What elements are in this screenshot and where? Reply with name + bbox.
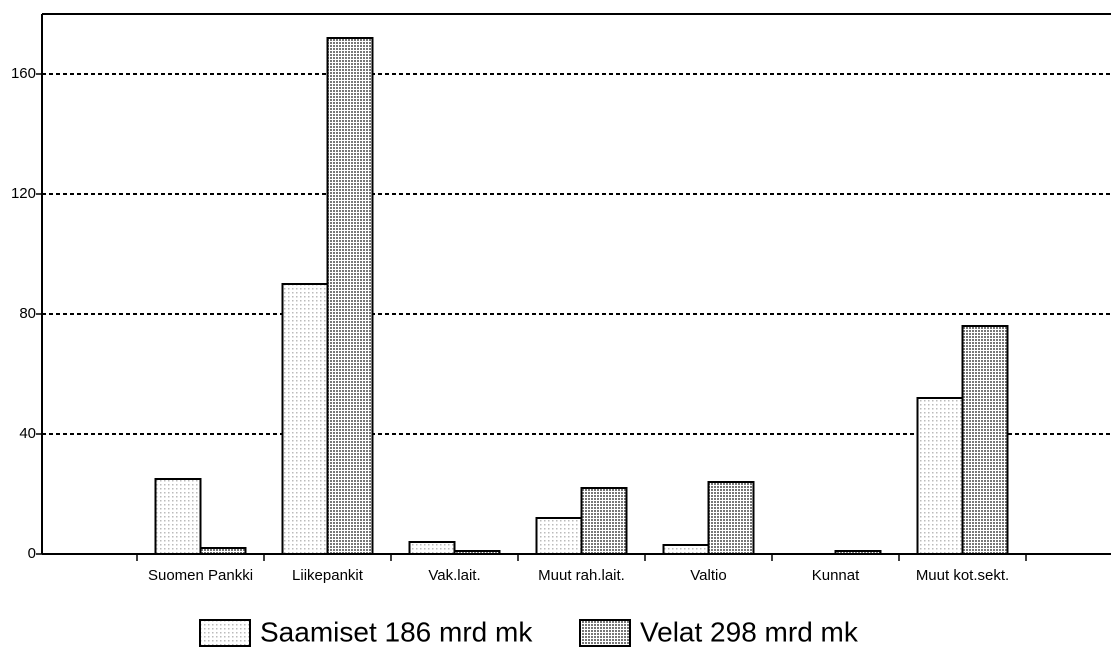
bar (281, 283, 329, 555)
y-tick-label: 80 (19, 305, 36, 322)
y-tick-label: 0 (28, 545, 36, 562)
bar (580, 487, 628, 555)
bar (834, 550, 882, 555)
bar (199, 547, 247, 555)
bar (535, 517, 583, 555)
y-tick-label: 160 (11, 65, 36, 82)
x-tick-label: Muut rah.lait. (538, 567, 625, 584)
bar (453, 550, 501, 555)
x-tick-label: Muut kot.sekt. (916, 567, 1009, 584)
legend-swatch (579, 619, 631, 647)
x-tick-label: Valtio (690, 567, 726, 584)
bar (326, 37, 374, 555)
legend-label: Velat 298 mrd mk (640, 616, 859, 647)
x-tick-label: Vak.lait. (428, 567, 480, 584)
bar (916, 397, 964, 555)
x-tick-label: Liikepankit (292, 567, 364, 584)
bar (154, 478, 202, 555)
x-tick-label: Suomen Pankki (148, 567, 253, 584)
bar (662, 544, 710, 555)
bar (961, 325, 1009, 555)
legend-swatch (199, 619, 251, 647)
y-tick-label: 40 (19, 425, 36, 442)
legend-label: Saamiset 186 mrd mk (260, 616, 533, 647)
bar (707, 481, 755, 555)
x-tick-label: Kunnat (812, 567, 860, 584)
bar (408, 541, 456, 555)
y-tick-label: 120 (11, 185, 36, 202)
